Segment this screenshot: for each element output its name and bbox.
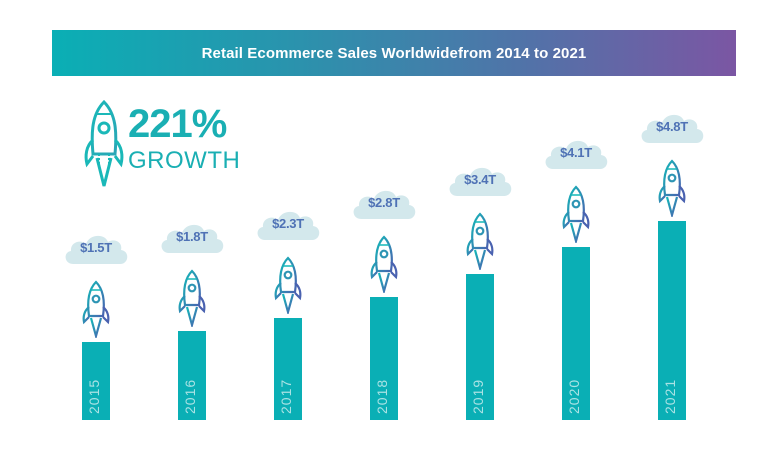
bar-year-label: 2019 — [470, 378, 486, 414]
rocket-icon — [562, 185, 590, 243]
cloud-icon — [161, 224, 224, 253]
bar-year-label: 2015 — [86, 378, 102, 414]
bar: 2017 — [274, 318, 302, 420]
bar-year-label: 2020 — [566, 378, 582, 414]
rocket-icon — [178, 269, 206, 327]
bar-value-label: $1.5T — [80, 240, 112, 255]
value-cloud: $3.4T — [445, 162, 515, 198]
bar-year-label: 2021 — [662, 378, 678, 414]
bar: 2020 — [562, 247, 590, 420]
rocket-icon — [82, 280, 110, 338]
rocket-icon — [370, 235, 398, 293]
bar-value-label: $3.4T — [464, 172, 496, 187]
bar: 2016 — [178, 331, 206, 420]
bar-value-label: $2.8T — [368, 195, 400, 210]
bar-value-label: $4.8T — [656, 119, 688, 134]
value-cloud: $1.5T — [61, 230, 131, 266]
bar: 2021 — [658, 221, 686, 420]
bar-value-label: $4.1T — [560, 145, 592, 160]
cloud-icon — [353, 190, 416, 219]
rocket-icon — [658, 159, 686, 217]
value-cloud: $4.1T — [541, 135, 611, 171]
growth-label: GROWTH — [128, 147, 241, 174]
bar-year-label: 2018 — [374, 378, 390, 414]
bar-value-label: $1.8T — [176, 229, 208, 244]
value-cloud: $4.8T — [637, 109, 707, 145]
cloud-icon — [65, 235, 128, 264]
rocket-icon — [84, 99, 124, 187]
rocket-icon — [466, 212, 494, 270]
value-cloud: $2.8T — [349, 185, 419, 221]
rocket-icon — [274, 256, 302, 314]
chart-title-banner: Retail Ecommerce Sales Worldwidefrom 201… — [52, 30, 736, 76]
value-cloud: $1.8T — [157, 219, 227, 255]
bar-year-label: 2017 — [278, 378, 294, 414]
cloud-icon — [449, 167, 512, 196]
cloud-icon — [641, 114, 704, 143]
bar-year-label: 2016 — [182, 378, 198, 414]
bar: 2018 — [370, 297, 398, 420]
growth-callout: 221% GROWTH — [82, 98, 242, 190]
bar: 2019 — [466, 274, 494, 420]
bar-value-label: $2.3T — [272, 216, 304, 231]
chart-title: Retail Ecommerce Sales Worldwidefrom 201… — [201, 44, 587, 62]
growth-percent: 221% — [128, 102, 227, 146]
value-cloud: $2.3T — [253, 206, 323, 242]
bar: 2015 — [82, 342, 110, 420]
cloud-icon — [257, 211, 320, 240]
cloud-icon — [545, 140, 608, 169]
